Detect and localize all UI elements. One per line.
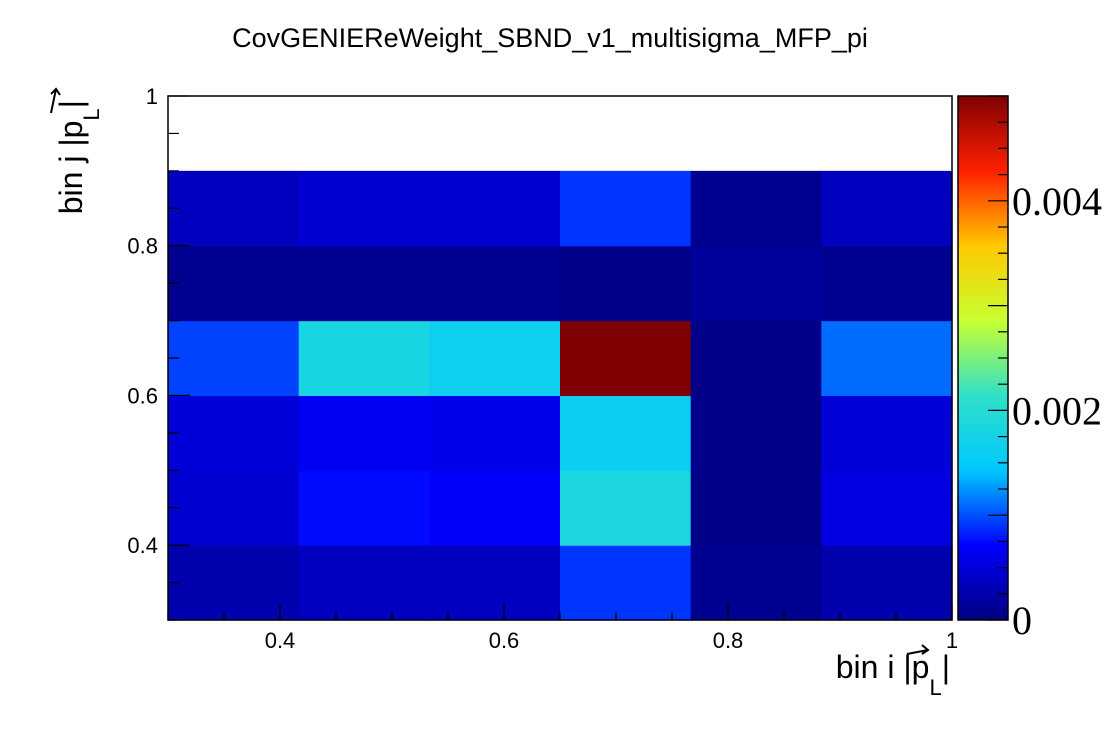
heatmap-cell xyxy=(560,545,692,621)
colorbar-tick-label: 0 xyxy=(1012,598,1032,643)
y-axis: 0.4 0.6 0.8 1 xyxy=(127,84,190,621)
colorbar-tick-label: 0.002 xyxy=(1012,388,1102,433)
heatmap-cell xyxy=(168,170,300,247)
colorbar-tick-label: 0.004 xyxy=(1012,179,1102,224)
heatmap-cell xyxy=(690,245,822,322)
heatmap-cell xyxy=(168,395,300,471)
y-axis-label-arrow xyxy=(50,87,61,114)
heatmap-cell xyxy=(560,320,692,397)
y-tick-label: 1 xyxy=(146,84,158,109)
heatmap-cell xyxy=(298,470,430,546)
heatmap-cell xyxy=(298,545,430,621)
x-tick-label: 0.6 xyxy=(489,628,520,653)
heatmap-cell xyxy=(298,245,430,322)
heatmap-cell xyxy=(429,245,561,322)
heatmap-cell xyxy=(560,170,692,247)
heatmap-cell xyxy=(690,170,822,247)
heatmap-cell xyxy=(429,170,561,247)
heatmap-cell xyxy=(168,470,300,546)
x-axis-label-var: p xyxy=(912,649,930,685)
x-axis-label-suffix: | xyxy=(942,649,950,685)
y-tick-label: 0.6 xyxy=(127,383,158,408)
x-tick-label: 1 xyxy=(946,628,958,653)
heatmap-cell xyxy=(560,245,692,322)
heatmap-cell xyxy=(298,170,430,247)
x-axis-label: bin i |pL| xyxy=(836,644,950,700)
x-axis: 0.4 0.6 0.8 1 xyxy=(167,604,958,653)
chart-title: CovGENIEReWeight_SBND_v1_multisigma_MFP_… xyxy=(232,23,868,53)
x-axis-label-arrow xyxy=(906,644,930,655)
heatmap-cells xyxy=(168,170,953,621)
heatmap-cell xyxy=(168,245,300,322)
heatmap-cell xyxy=(821,395,953,471)
x-axis-label-sub: L xyxy=(929,675,941,700)
heatmap-cell xyxy=(429,545,561,621)
y-axis-label-var: p xyxy=(53,121,89,139)
y-axis-label-suffix: | xyxy=(53,100,89,108)
heatmap-cell xyxy=(690,320,822,397)
y-axis-label-sub: L xyxy=(79,108,104,120)
y-tick-label: 0.4 xyxy=(127,533,158,558)
y-axis-label-prefix: bin j | xyxy=(53,138,89,214)
heatmap-cell xyxy=(560,470,692,546)
x-axis-label-prefix: bin i | xyxy=(836,649,912,685)
x-tick-label: 0.8 xyxy=(713,628,744,653)
heatmap-cell xyxy=(690,545,822,621)
heatmap-cell xyxy=(298,395,430,471)
heatmap-cell xyxy=(429,395,561,471)
svg-text:bin i |pL|: bin i |pL| xyxy=(836,649,950,700)
colorbar-axis: 0 0.002 0.004 xyxy=(988,95,1102,643)
heatmap-cell xyxy=(429,470,561,546)
heatmap-cell xyxy=(821,320,953,397)
x-tick-label: 0.4 xyxy=(265,628,296,653)
svg-text:bin j |pL|: bin j |pL| xyxy=(53,100,104,214)
y-axis-label: bin j |pL| xyxy=(53,100,104,214)
heatmap-cell xyxy=(821,470,953,546)
heatmap-cell xyxy=(298,320,430,397)
heatmap-cell xyxy=(821,170,953,247)
heatmap-cell xyxy=(821,545,953,621)
heatmap-cell xyxy=(429,320,561,397)
heatmap-cell xyxy=(690,395,822,471)
heatmap-cell xyxy=(821,245,953,322)
heatmap-cell xyxy=(560,395,692,471)
y-tick-label: 0.8 xyxy=(127,234,158,259)
heatmap-cell xyxy=(690,470,822,546)
heatmap-cell xyxy=(168,545,300,621)
heatmap-cell xyxy=(168,320,300,397)
